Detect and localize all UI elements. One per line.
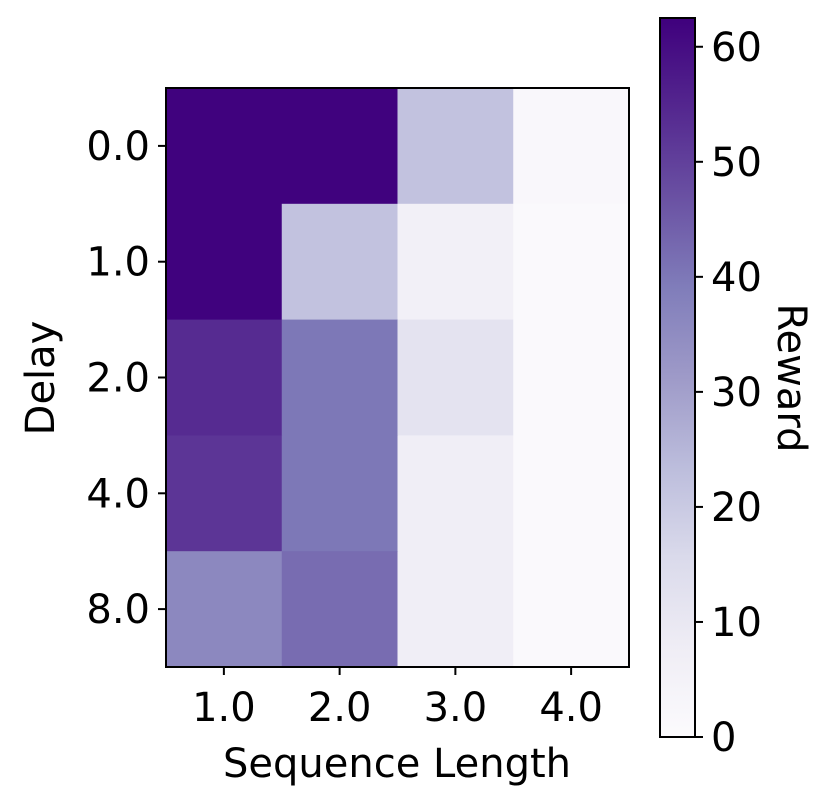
- heatmap-cell: [166, 435, 283, 552]
- heatmap-cell: [397, 435, 514, 552]
- x-tick-label: 4.0: [539, 685, 603, 731]
- y-axis-ticks: 0.0 1.0 2.0 4.0 8.0: [86, 124, 166, 633]
- heatmap-cell: [397, 551, 514, 668]
- x-tick-label: 3.0: [424, 685, 488, 731]
- heatmap-cell: [281, 319, 399, 436]
- colorbar-tick-label: 40: [711, 255, 762, 301]
- colorbar-tick-label: 0: [711, 715, 736, 761]
- heatmap-cell: [281, 88, 399, 205]
- heatmap-cell: [397, 88, 514, 205]
- heatmap-cell: [166, 88, 283, 205]
- x-tick-label: 1.0: [192, 685, 256, 731]
- y-axis-label: Delay: [18, 321, 64, 436]
- y-tick-label: 4.0: [86, 471, 150, 517]
- heatmap-cell: [281, 203, 399, 321]
- colorbar-tick-label: 20: [711, 485, 762, 531]
- colorbar-tick-label: 60: [711, 25, 762, 71]
- colorbar-label: Reward: [768, 304, 814, 453]
- heatmap-cell: [166, 319, 283, 436]
- heatmap-cell: [166, 551, 283, 668]
- y-tick-label: 8.0: [86, 587, 150, 633]
- colorbar-tick-label: 30: [711, 370, 762, 416]
- heatmap-cell: [397, 319, 514, 436]
- heatmap-cell: [397, 203, 514, 321]
- heatmap-cell: [513, 435, 630, 552]
- heatmap-cell: [513, 203, 630, 321]
- colorbar-ticks: 0 10 20 30 40 50 60: [695, 25, 762, 761]
- x-axis-label: Sequence Length: [223, 741, 571, 787]
- colorbar-tick-label: 50: [711, 140, 762, 186]
- heatmap-cells: [166, 88, 630, 668]
- heatmap-cell: [281, 435, 399, 552]
- colorbar: [659, 17, 696, 738]
- heatmap-cell: [281, 551, 399, 668]
- heatmap-cell: [513, 551, 630, 668]
- x-axis-ticks: 1.0 2.0 3.0 4.0: [192, 667, 603, 731]
- heatmap-cell: [513, 319, 630, 436]
- x-tick-label: 2.0: [308, 685, 372, 731]
- heatmap-cell: [513, 88, 630, 205]
- heatmap-cell: [166, 203, 283, 321]
- y-tick-label: 1.0: [86, 240, 150, 286]
- y-tick-label: 2.0: [86, 356, 150, 402]
- colorbar-tick-label: 10: [711, 600, 762, 646]
- y-tick-label: 0.0: [86, 124, 150, 170]
